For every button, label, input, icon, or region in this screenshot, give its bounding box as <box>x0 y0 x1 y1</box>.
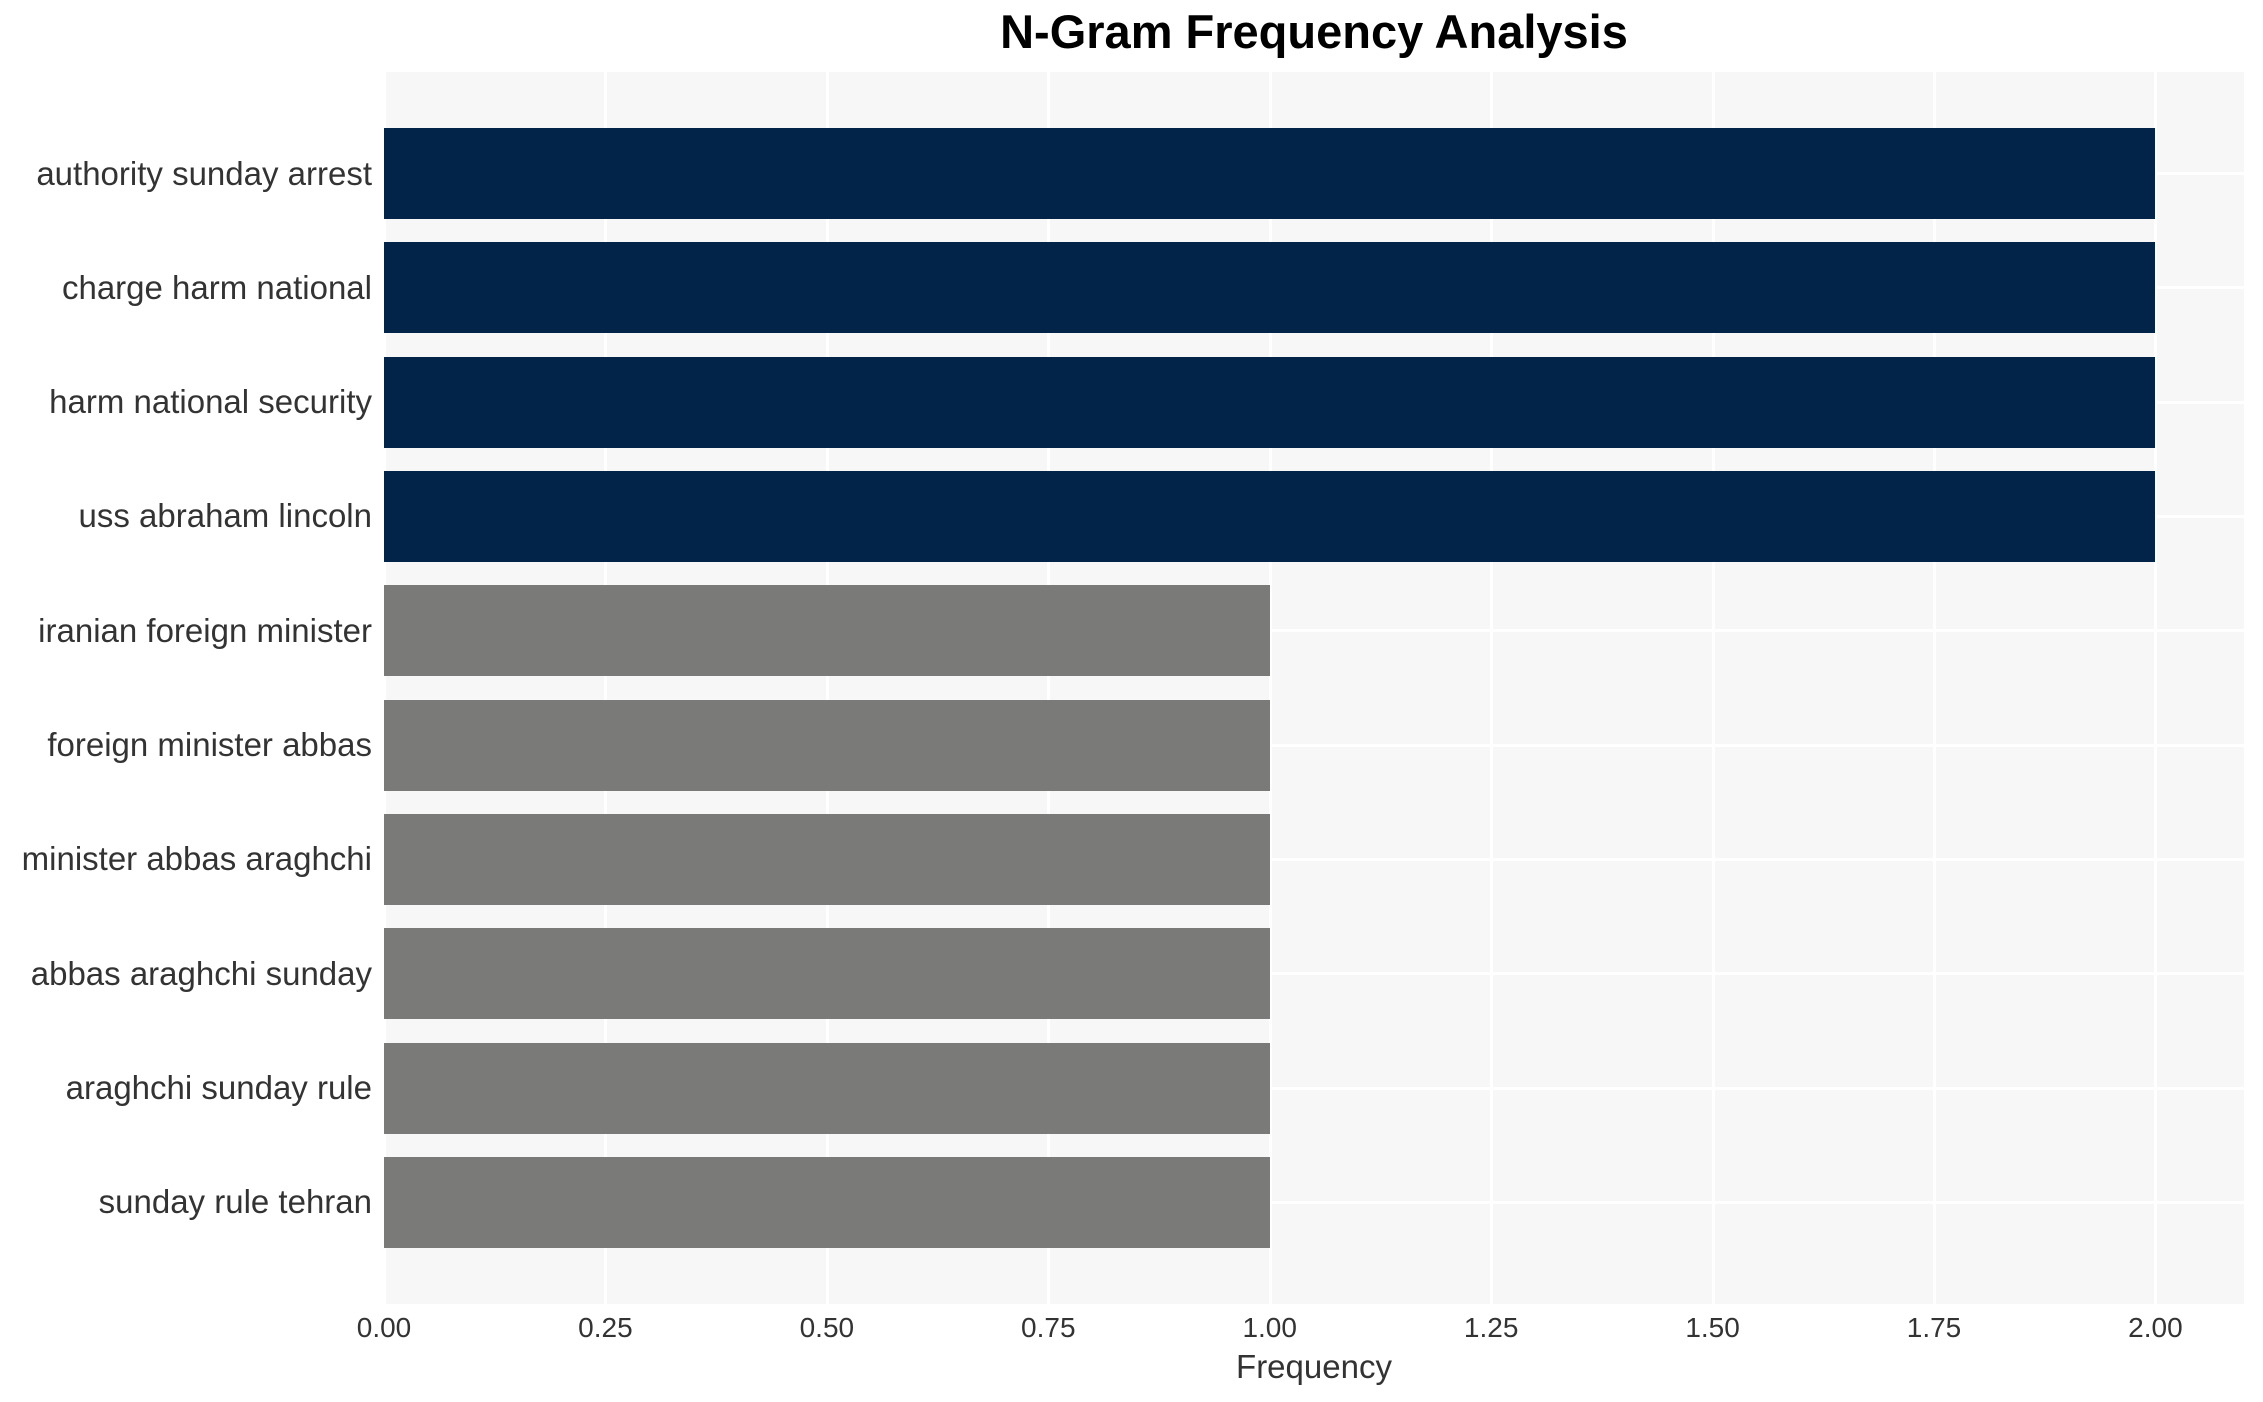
y-axis-label: araghchi sunday rule <box>65 1069 372 1107</box>
bar <box>384 813 1270 905</box>
bar <box>384 470 2156 562</box>
y-gridline <box>384 629 2244 633</box>
y-axis-labels: authority sunday arrest charge harm natio… <box>0 72 372 1304</box>
y-axis-label: uss abraham lincoln <box>78 497 373 535</box>
y-axis-label: minister abbas araghchi <box>21 840 372 878</box>
x-gridline <box>1047 72 1051 1304</box>
y-gridline <box>384 1200 2244 1204</box>
y-axis-label: iranian foreign minister <box>38 611 372 649</box>
y-axis-label: charge harm national <box>61 268 372 306</box>
y-axis-label: abbas araghchi sunday <box>30 954 372 992</box>
y-axis-label: harm national security <box>49 383 372 421</box>
x-axis-tick-label: 0.50 <box>799 1312 855 1343</box>
bar <box>384 1156 1270 1248</box>
bar <box>384 585 1270 677</box>
x-gridline <box>2154 72 2158 1304</box>
y-gridline <box>384 857 2244 861</box>
x-gridline <box>604 72 608 1304</box>
x-gridline <box>1711 72 1715 1304</box>
y-axis-label: sunday rule tehran <box>98 1183 372 1221</box>
x-axis-title: Frequency <box>1236 1348 1392 1385</box>
y-axis-label: authority sunday arrest <box>36 154 372 192</box>
x-axis-tick-label: 1.00 <box>1242 1312 1297 1343</box>
y-gridline <box>384 1086 2244 1090</box>
bar <box>384 242 2156 334</box>
x-axis-tick-label: 1.25 <box>1463 1312 1519 1343</box>
bar <box>384 356 2156 448</box>
x-axis-tick-label: 0.75 <box>1021 1312 1076 1343</box>
bar <box>384 928 1270 1020</box>
x-gridline <box>825 72 829 1304</box>
x-gridline <box>1268 72 1272 1304</box>
chart-title: N-Gram Frequency Analysis <box>1000 5 1628 58</box>
x-axis-tick-label: 2.00 <box>2128 1312 2183 1343</box>
bar <box>384 1042 1270 1134</box>
x-axis-tick-label: 0.25 <box>578 1312 633 1343</box>
bar <box>384 128 2156 219</box>
x-axis-tick-label: 1.75 <box>1906 1312 1962 1343</box>
x-axis-tick-label: 0.00 <box>356 1312 412 1343</box>
y-gridline <box>384 972 2244 976</box>
x-axis-tick-label: 1.50 <box>1685 1312 1740 1343</box>
bar <box>384 699 1270 791</box>
x-gridline <box>1933 72 1936 1304</box>
y-axis-label: foreign minister abbas <box>47 726 372 764</box>
y-gridline <box>384 743 2244 747</box>
x-gridline <box>383 72 386 1304</box>
plot-area <box>383 72 2244 1304</box>
x-gridline <box>1490 72 1494 1304</box>
